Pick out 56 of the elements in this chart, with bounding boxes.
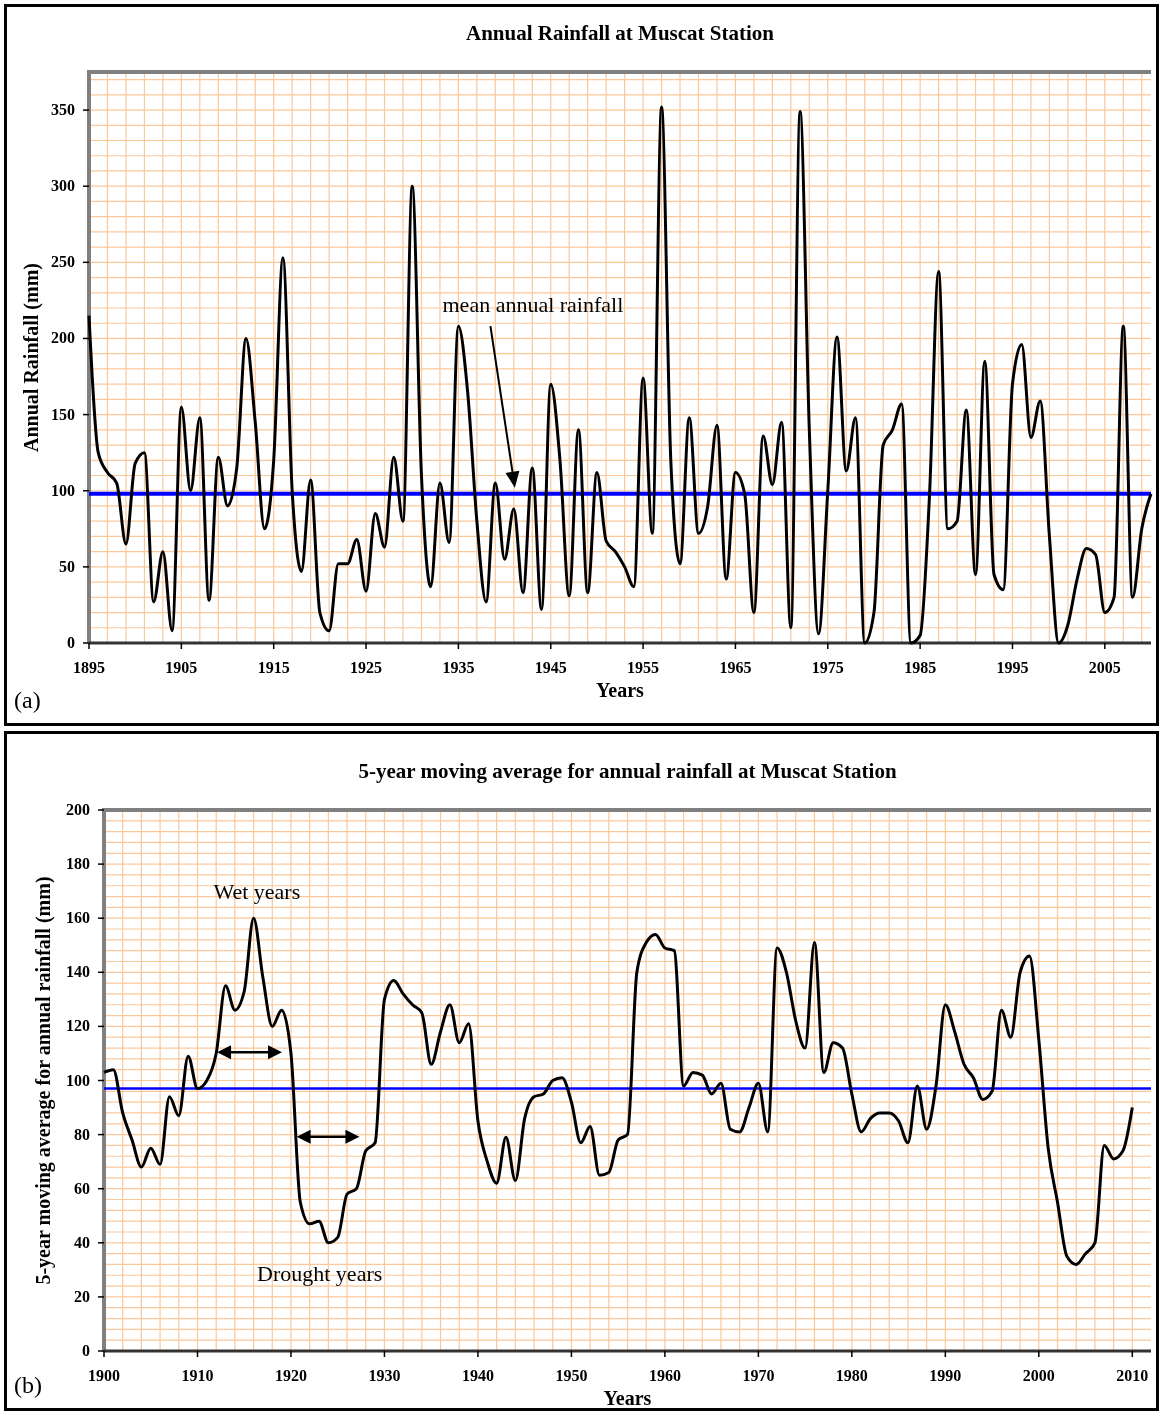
chart-title: Annual Rainfall at Muscat Station [465, 21, 775, 45]
y-tick-label: 0 [82, 1342, 90, 1359]
y-tick-label: 200 [66, 801, 90, 818]
x-tick-label: 1935 [442, 659, 475, 676]
annotation: mean annual rainfall [442, 291, 624, 317]
x-tick-label: 1950 [555, 1367, 588, 1384]
y-tick-label: 350 [51, 101, 75, 119]
annotation: Drought years [257, 1260, 383, 1286]
x-tick-label: 1900 [88, 1367, 120, 1384]
x-tick-label: 1910 [181, 1367, 214, 1384]
y-tick-label: 0 [67, 634, 75, 651]
y-tick-label: 40 [74, 1233, 90, 1251]
x-tick-label: 1975 [811, 659, 844, 676]
y-tick-label: 160 [66, 909, 90, 927]
y-tick-label: 80 [74, 1125, 90, 1143]
x-axis-title: Years [603, 1387, 652, 1409]
y-tick-label: 180 [66, 855, 90, 873]
y-tick-label: 140 [66, 963, 90, 981]
x-tick-label: 1945 [534, 659, 567, 676]
y-tick-label: 150 [51, 405, 75, 423]
x-tick-label: 2005 [1088, 659, 1121, 676]
y-tick-label: 120 [66, 1017, 90, 1035]
y-axis-title: Annual Rainfall (mm) [20, 263, 43, 452]
y-tick-label: 100 [66, 1071, 90, 1089]
y-tick-label: 200 [51, 329, 75, 347]
x-tick-label: 1960 [648, 1367, 681, 1384]
x-tick-label: 1930 [368, 1367, 401, 1384]
x-tick-label: 1915 [257, 659, 290, 676]
y-tick-label: 250 [51, 253, 75, 271]
x-tick-label: 2000 [1022, 1367, 1055, 1384]
x-tick-label: 1970 [742, 1367, 775, 1384]
x-tick-label: 1940 [461, 1367, 494, 1384]
x-tick-label: 1985 [904, 659, 937, 676]
y-axis-title: 5-year moving average for annual rainfall (mm) [32, 876, 55, 1285]
line-series [87, 105, 1153, 645]
text: (b) [14, 1372, 42, 1398]
x-tick-label: 1990 [929, 1367, 962, 1384]
x-tick-label: 2010 [1116, 1367, 1149, 1384]
x-tick-label: 1965 [719, 659, 752, 676]
y-tick-label: 60 [74, 1179, 90, 1197]
y-tick-label: 50 [59, 557, 75, 575]
line-series [102, 916, 1134, 1266]
x-tick-label: 1995 [996, 659, 1029, 676]
x-tick-label: 1920 [274, 1367, 307, 1384]
x-tick-label: 1980 [835, 1367, 868, 1384]
text: (a) [14, 687, 41, 713]
y-tick-label: 300 [51, 177, 75, 195]
annotation: Wet years [213, 879, 301, 905]
y-tick-label: 20 [74, 1287, 90, 1305]
x-tick-label: 1925 [350, 659, 383, 676]
x-tick-label: 1905 [165, 659, 198, 676]
x-tick-label: 1895 [73, 659, 105, 676]
y-tick-label: 100 [51, 481, 75, 499]
chart-title: 5-year moving average for annual rainfall at Muscat Station [358, 759, 897, 783]
x-axis-title: Years [596, 679, 645, 701]
x-tick-label: 1955 [627, 659, 660, 676]
